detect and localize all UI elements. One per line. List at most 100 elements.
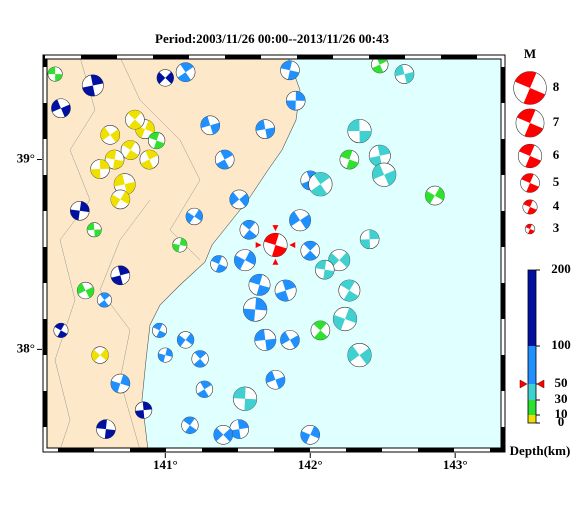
beachball-quadrants	[213, 427, 233, 442]
beachball-quadrants	[177, 62, 194, 82]
beachball-quadrants	[183, 416, 197, 434]
beachball-quadrants	[148, 132, 165, 149]
beachball-quadrants	[254, 329, 276, 351]
beachball-quadrants	[140, 150, 158, 170]
beachball-quadrants	[90, 159, 110, 179]
beachball-quadrants	[241, 220, 257, 240]
depth-tick-label: 100	[551, 337, 571, 352]
beachball-quadrants	[340, 279, 359, 302]
beachball-quadrants	[122, 140, 139, 160]
beachball-quadrants	[328, 252, 350, 268]
beachball-quadrants	[394, 64, 414, 84]
legend-label: 8	[553, 79, 560, 94]
beachball-quadrants	[229, 419, 249, 439]
beachball-quadrants	[135, 401, 152, 419]
beachball-quadrants	[200, 116, 220, 135]
legend-beachball-quadrants	[525, 224, 535, 234]
beachball-quadrants	[105, 150, 124, 170]
beachball-quadrants	[96, 419, 116, 439]
beachball-quadrants	[91, 348, 109, 362]
beachball-quadrants	[347, 119, 372, 143]
beachball-quadrants	[177, 333, 194, 347]
beachball-quadrants	[216, 150, 234, 170]
beachball-quadrants	[100, 127, 120, 143]
legend-label: 7	[553, 114, 560, 129]
beachball-quadrants	[369, 145, 391, 167]
beachball-quadrants	[127, 110, 142, 130]
depth-tick-label: 200	[551, 261, 571, 276]
beachball-quadrants	[425, 187, 445, 204]
legend-label: 3	[553, 220, 560, 235]
beachball-quadrants	[110, 374, 130, 393]
beachball-quadrants	[47, 66, 63, 82]
beachball-quadrants	[77, 283, 94, 298]
beachball-quadrants	[114, 173, 136, 195]
beachball-quadrants	[156, 71, 174, 84]
legend-label: 5	[553, 174, 560, 189]
depth-tick-label: 10	[555, 406, 568, 421]
title: Period:2003/11/26 00:00--2013/11/26 00:4…	[155, 31, 389, 46]
beachball-quadrants	[54, 323, 68, 338]
legend-beachball-quadrants	[519, 144, 541, 168]
beachball-quadrants	[234, 250, 256, 270]
beachball-quadrants	[211, 255, 227, 273]
depth-tick-label: 0	[558, 414, 565, 429]
beachball-quadrants	[280, 60, 300, 80]
depth-tick-label: 50	[555, 375, 568, 390]
beachball-quadrants	[310, 172, 331, 197]
depth-color	[528, 415, 536, 423]
magnitude-title: M	[524, 46, 536, 61]
legend-beachball-quadrants	[521, 173, 539, 193]
map-frame-pattern	[43, 55, 505, 452]
depth-label: Depth(km)	[510, 443, 571, 458]
beachball-quadrants	[185, 209, 203, 224]
beachball-quadrants	[229, 192, 249, 207]
legend-beachball-quadrants	[523, 199, 537, 215]
depth-tick-label: 30	[555, 391, 568, 406]
highlight-marker	[272, 225, 279, 232]
beachball-quadrants	[249, 274, 270, 296]
beachball-quadrants	[135, 120, 155, 139]
beachball-quadrants	[98, 292, 111, 308]
beachball-quadrants	[372, 163, 396, 186]
depth-color	[528, 270, 536, 346]
events	[47, 57, 445, 445]
beachball-quadrants	[193, 350, 207, 368]
beachball-quadrants	[87, 222, 102, 237]
lat-tick-label: 39°	[17, 151, 35, 166]
beachball-quadrants	[265, 370, 285, 389]
beachball-quadrants	[340, 150, 359, 170]
beachball-quadrants	[158, 348, 173, 363]
beachball-quadrants	[197, 380, 212, 398]
beachball-quadrants	[153, 323, 166, 338]
beachball-quadrants	[51, 99, 71, 118]
beachball-quadrants	[315, 260, 335, 280]
lon-tick-label: 141°	[153, 457, 178, 472]
highlight-marker	[272, 258, 279, 265]
beachball-quadrants	[300, 426, 320, 444]
depth-color	[528, 400, 536, 415]
depth-color	[528, 384, 536, 400]
beachball-quadrants	[243, 297, 267, 322]
beachball-quadrants	[111, 265, 130, 285]
highlight-marker	[255, 241, 262, 248]
legend-beachball-quadrants	[514, 71, 546, 105]
legend-label: 4	[553, 198, 560, 213]
beachball-quadrants	[280, 331, 300, 349]
beachball-quadrants	[360, 229, 380, 249]
beachball-quadrants	[313, 320, 328, 340]
beachball-quadrants	[172, 237, 187, 253]
beachball-quadrants	[347, 345, 372, 365]
lon-tick-label: 142°	[298, 457, 323, 472]
legend-beachball-quadrants	[517, 108, 543, 138]
beachball-quadrants	[372, 57, 388, 73]
highlight-marker	[289, 241, 296, 248]
beachball-quadrants	[255, 119, 275, 139]
beachball-quadrants	[333, 307, 357, 331]
beachball-quadrants	[110, 191, 130, 208]
map-area	[45, 57, 503, 450]
depth-pointer	[519, 379, 545, 389]
beachball-quadrants	[82, 74, 104, 97]
lon-tick-label: 143°	[443, 457, 468, 472]
